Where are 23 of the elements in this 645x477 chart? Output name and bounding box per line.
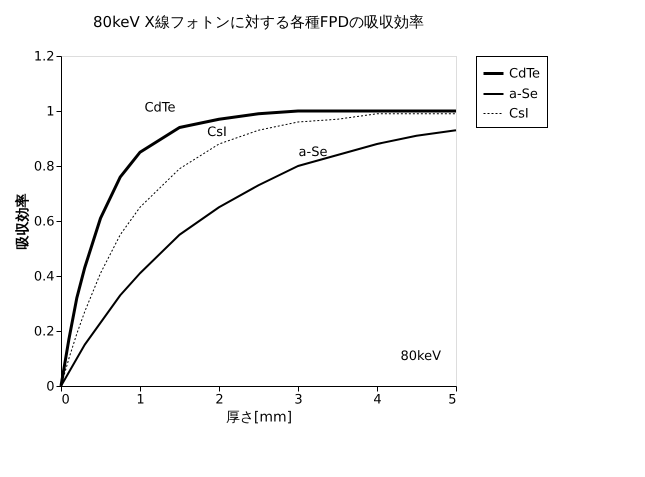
x-tick-label: 4 bbox=[373, 392, 382, 408]
y-tick-label: 0.6 bbox=[34, 214, 54, 230]
x-tick-label: 0 bbox=[62, 392, 70, 408]
x-tick-label: 3 bbox=[294, 392, 303, 408]
y-axis-title: 吸収効率 bbox=[14, 194, 31, 250]
y-tick-label: 0.4 bbox=[34, 270, 54, 284]
x-tick-label: 5 bbox=[448, 392, 456, 408]
y-tick-label: 0.8 bbox=[34, 160, 54, 174]
y-tick-label: 0.2 bbox=[34, 324, 54, 340]
x-tick-label: 2 bbox=[215, 392, 224, 408]
chart-title: 80keV X線フォトンに対する各種FPDの吸収効率 bbox=[93, 13, 424, 31]
x-tick-label: 1 bbox=[136, 392, 145, 408]
x-axis-title: 厚さ[mm] bbox=[226, 410, 292, 426]
y-tick-label: 0 bbox=[46, 380, 54, 394]
text: CsI bbox=[207, 125, 227, 140]
annotation: 80keV bbox=[400, 349, 442, 364]
text: CdTe bbox=[144, 100, 176, 116]
legend-label: a-Se bbox=[509, 87, 538, 102]
text: a-Se bbox=[298, 145, 328, 160]
legend-label: CdTe bbox=[509, 66, 540, 82]
y-tick-label: 1.2 bbox=[34, 50, 54, 64]
legend-label: CsI bbox=[509, 106, 529, 122]
y-tick-label: 1 bbox=[46, 104, 54, 120]
